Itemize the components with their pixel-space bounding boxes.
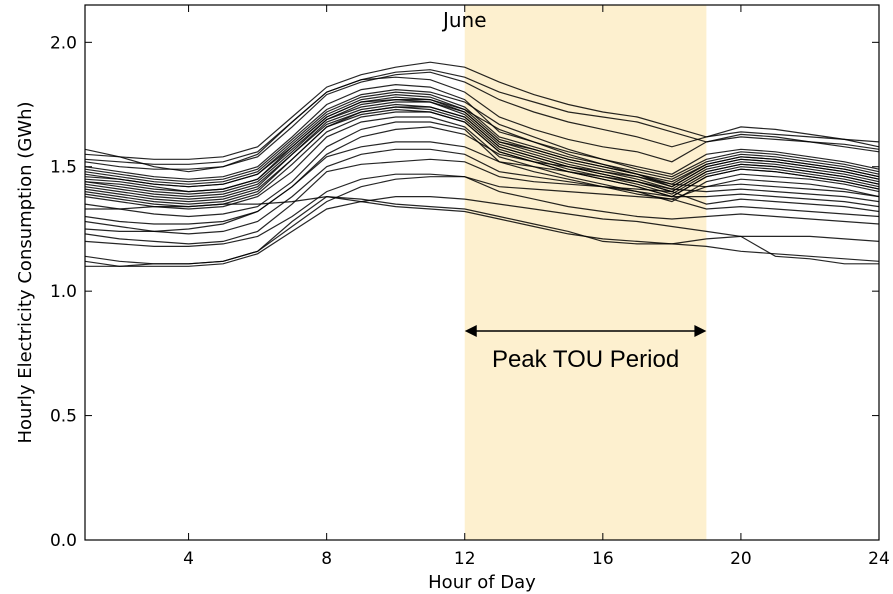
series-line-25 <box>84 93 880 188</box>
x-tick-label: 20 <box>730 549 752 569</box>
series-line-10 <box>84 116 880 210</box>
series-line-23 <box>84 106 880 203</box>
peak-period-label: Peak TOU Period <box>492 346 679 373</box>
series-line-21 <box>84 196 879 267</box>
y-tick-label: 1.5 <box>50 158 77 178</box>
x-tick-label: 4 <box>183 549 194 569</box>
x-axis-label: Hour of Day <box>428 572 536 593</box>
arrow-left-head <box>464 324 477 337</box>
chart-title: June <box>441 8 487 32</box>
x-tick-label: 24 <box>868 549 890 569</box>
series-line-5 <box>84 83 880 180</box>
x-tick-label: 8 <box>321 549 332 569</box>
series-line-26 <box>84 111 880 208</box>
series-line-17 <box>84 173 880 247</box>
x-axis-ticks: 4 8 12 16 20 24 <box>183 5 890 569</box>
series-line-12 <box>84 106 880 198</box>
y-tick-label: 0.5 <box>50 407 77 427</box>
x-tick-label: 12 <box>454 549 476 569</box>
series-line-13 <box>84 126 880 225</box>
series-lines <box>84 61 880 267</box>
series-line-14 <box>84 141 880 232</box>
series-line-3 <box>84 91 880 185</box>
series-line-27 <box>84 99 880 193</box>
peak-period-annotation: Peak TOU Period <box>464 324 707 373</box>
y-axis-label: Hourly Electricity Consumption (GWh) <box>15 102 36 444</box>
y-tick-label: 1.0 <box>50 282 77 302</box>
series-line-16 <box>84 158 880 245</box>
arrow-right-head <box>694 324 707 337</box>
series-line-9 <box>84 76 880 173</box>
series-line-15 <box>84 148 880 235</box>
y-tick-label: 0.0 <box>50 531 77 551</box>
y-tick-label: 2.0 <box>50 33 77 53</box>
series-line-11 <box>84 121 880 218</box>
series-line-7 <box>84 61 880 160</box>
series-line-24 <box>84 69 880 165</box>
series-line-28 <box>84 88 880 183</box>
peak-period-band <box>464 5 707 540</box>
y-axis-ticks: 0.0 0.5 1.0 1.5 2.0 <box>50 33 879 551</box>
x-tick-label: 16 <box>592 549 614 569</box>
series-line-6 <box>84 101 880 195</box>
plot-frame <box>84 4 880 541</box>
series-line-19 <box>85 195 880 267</box>
